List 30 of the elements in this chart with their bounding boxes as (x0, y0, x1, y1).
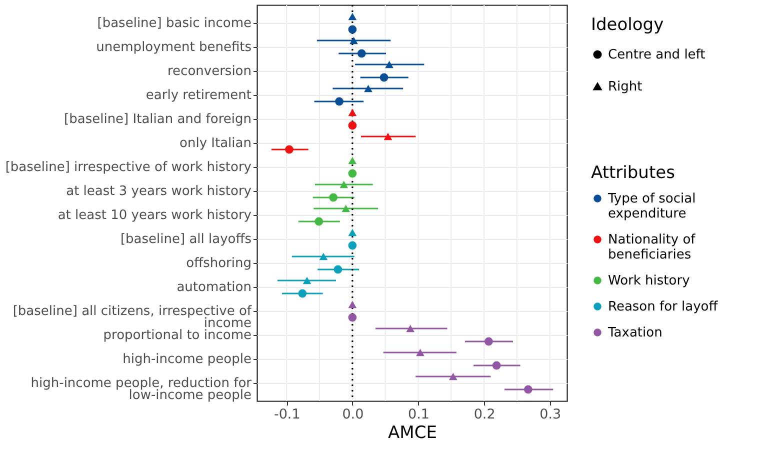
y-tick-label: [baseline] basic income (97, 16, 252, 31)
y-tick-label: [baseline] irrespective of work history (5, 160, 252, 175)
legend-label: Nationality of beneficiaries (608, 232, 696, 262)
y-tick-label: offshoring (186, 256, 252, 271)
y-tick-label: [baseline] Italian and foreign (64, 112, 252, 127)
y-tick-label: [baseline] all layoffs (120, 232, 252, 247)
legend-label: Taxation (607, 326, 662, 340)
y-tick-label: only Italian (180, 136, 252, 151)
y-tick-label: automation (176, 280, 252, 295)
y-tick-label: unemployment benefits (96, 40, 252, 55)
y-tick-label: proportional to income (103, 328, 252, 343)
y-tick-label: high-income people (122, 352, 252, 367)
y-tick-label: high-income people, reduction for low-income people (30, 376, 252, 403)
x-tick-label: 0.1 (408, 406, 430, 422)
y-tick-label: reconversion (167, 64, 252, 79)
x-tick-label: 0.2 (474, 406, 496, 422)
y-tick-label: at least 3 years work history (66, 184, 252, 199)
text: Right (608, 80, 642, 94)
text: Attributes (591, 163, 675, 183)
y-tick-label: at least 10 years work history (58, 208, 252, 223)
x-tick-label: -0.1 (274, 406, 300, 422)
x-tick-label: 0.3 (540, 406, 562, 422)
legend-label: Type of social expenditure (607, 192, 696, 222)
text: Centre and left (608, 48, 706, 62)
text: Ideology (591, 15, 664, 35)
legend-label: Work history (608, 274, 690, 288)
x-axis-title: AMCE (388, 423, 437, 443)
legend-label: Reason for layoff (608, 300, 719, 314)
x-tick-label: 0.0 (342, 406, 364, 422)
y-tick-label: early retirement (146, 88, 252, 103)
